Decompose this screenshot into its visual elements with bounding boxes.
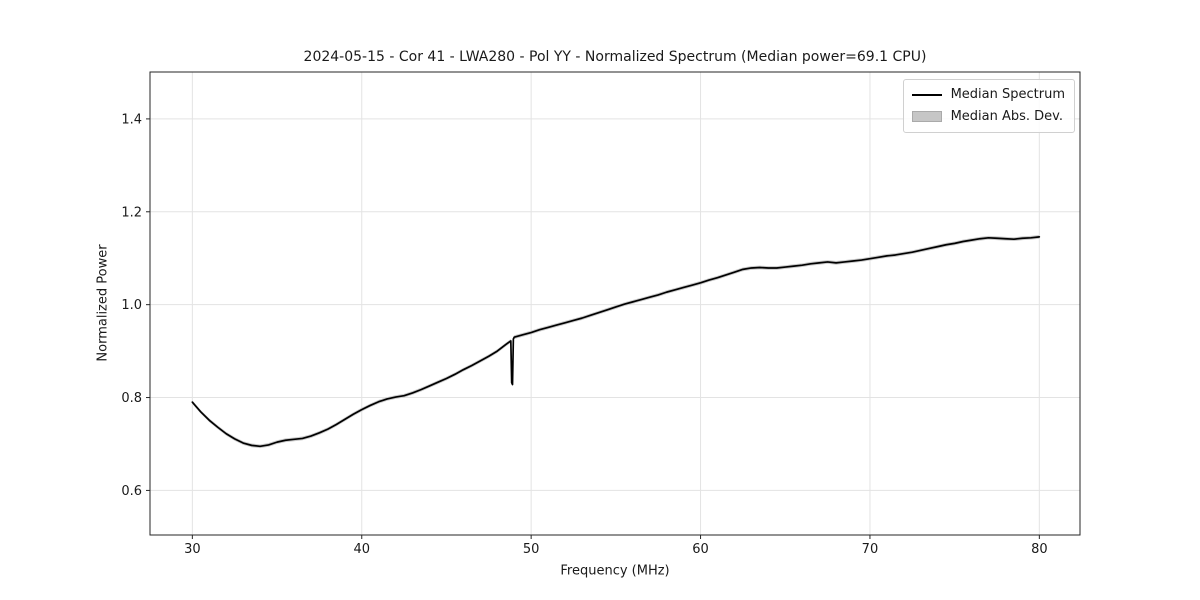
legend-label: Median Abs. Dev. [950,109,1064,124]
x-tick-label: 80 [1031,542,1048,557]
x-tick-label: 30 [184,542,201,557]
y-tick-label: 1.0 [121,298,142,313]
x-tick-label: 40 [353,542,370,557]
legend-label: Median Spectrum [950,87,1065,102]
x-tick-label: 50 [523,542,540,557]
chart-title: 2024-05-15 - Cor 41 - LWA280 - Pol YY - … [303,49,927,65]
median-abs-dev-band [192,235,1040,449]
legend-entry-median-spectrum: Median Spectrum [911,85,1065,104]
y-axis-label: Normalized Power [95,244,111,362]
x-axis-label: Frequency (MHz) [560,563,670,579]
x-tick-label: 60 [692,542,709,557]
x-tick-label: 70 [862,542,879,557]
median-spectrum-line [191,236,1041,448]
legend-patch-swatch [911,111,942,122]
y-tick-label: 0.8 [121,391,142,406]
legend-entry-median-abs-dev: Median Abs. Dev. [911,107,1065,126]
legend-box: Median Spectrum Median Abs. Dev. [902,79,1075,133]
y-tick-label: 1.4 [121,112,142,127]
y-tick-label: 0.6 [121,484,142,499]
legend-line-swatch [911,93,942,96]
axes-spines [149,71,1081,536]
y-tick-label: 1.2 [121,205,142,220]
